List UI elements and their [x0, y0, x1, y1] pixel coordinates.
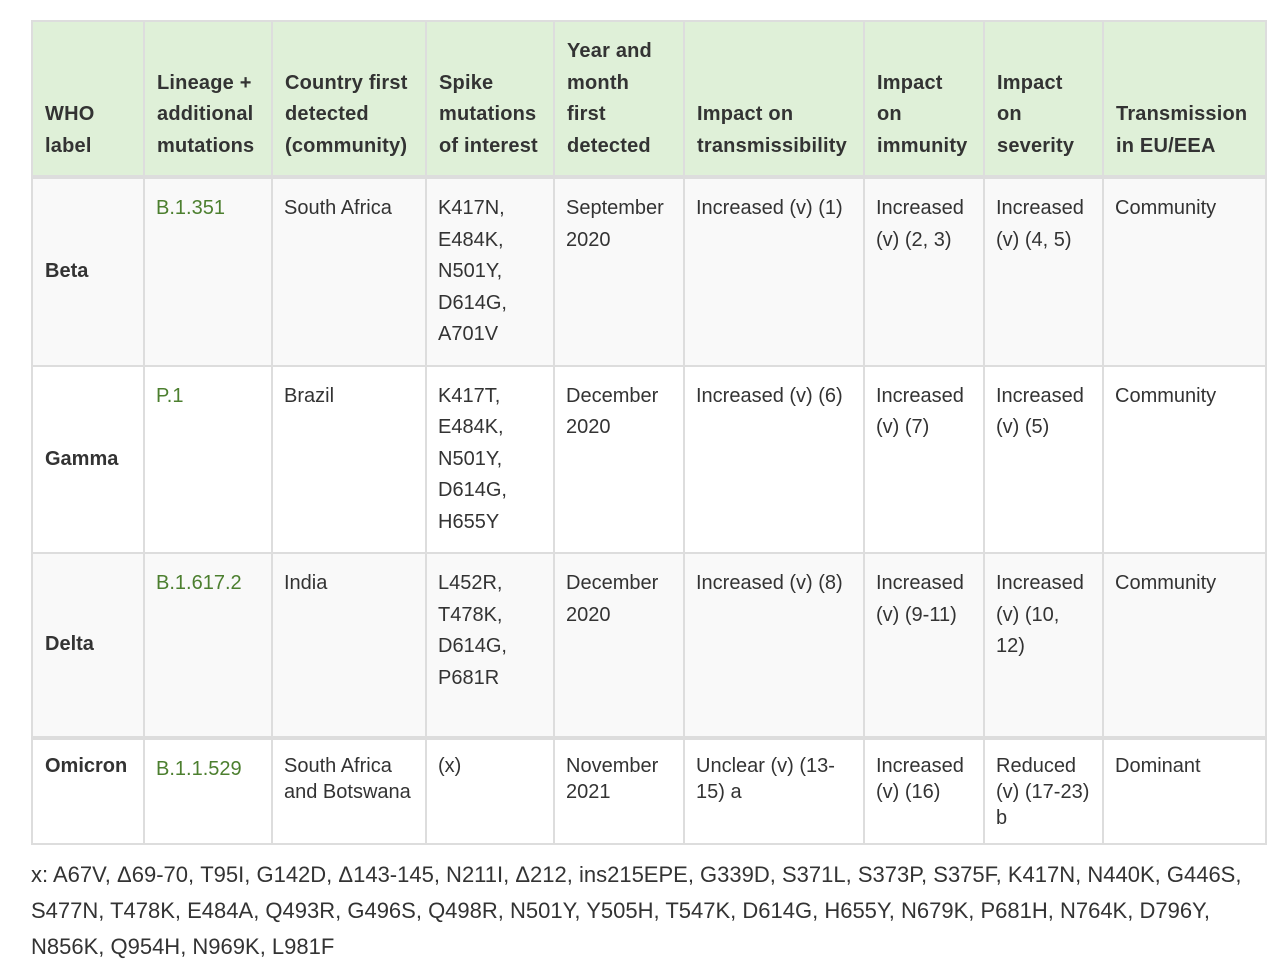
transmissibility-cell: Unclear (v) (13-15) a: [683, 737, 865, 845]
spike-mutations-cell: K417N, E484K, N501Y, D614G, A701V: [425, 176, 555, 367]
who-label-cell: Delta: [31, 552, 145, 739]
spike-mutations-cell: K417T, E484K, N501Y, D614G, H655Y: [425, 364, 555, 554]
transmissibility-cell: Increased (v) (8): [683, 552, 865, 739]
header-who-label: WHO label: [31, 20, 145, 178]
lineage-cell: P.1: [143, 364, 273, 554]
header-country: Country first detected (community): [271, 20, 427, 178]
lineage-cell: B.1.617.2: [143, 552, 273, 739]
table-row: Delta B.1.617.2 India L452R, T478K, D614…: [31, 552, 1267, 739]
severity-cell: Increased (v) (4, 5): [983, 176, 1104, 367]
table-body: Beta B.1.351 South Africa K417N, E484K, …: [31, 176, 1267, 845]
transmissibility-cell: Increased (v) (6): [683, 364, 865, 554]
lineage-cell: B.1.351: [143, 176, 273, 367]
lineage-link[interactable]: B.1.351: [156, 197, 225, 219]
immunity-cell: Increased (v) (2, 3): [863, 176, 985, 367]
header-severity: Impact on severity: [983, 20, 1104, 178]
transmission-eu-cell: Community: [1102, 364, 1267, 554]
country-cell: South Africa: [271, 176, 427, 367]
lineage-link[interactable]: B.1.617.2: [156, 572, 242, 594]
year-month-cell: December 2020: [553, 552, 685, 739]
table-header: WHO label Lineage + additional mutations…: [31, 20, 1267, 178]
lineage-cell: B.1.1.529: [143, 737, 273, 845]
who-label-cell: Beta: [31, 176, 145, 367]
severity-cell: Increased (v) (10, 12): [983, 552, 1104, 739]
header-spike-mutations: Spike mutations of interest: [425, 20, 555, 178]
country-cell: South Africa and Botswana: [271, 737, 427, 845]
spike-mutations-cell: L452R, T478K, D614G, P681R: [425, 552, 555, 739]
country-cell: Brazil: [271, 364, 427, 554]
severity-cell: Increased (v) (5): [983, 364, 1104, 554]
transmission-eu-cell: Community: [1102, 176, 1267, 367]
year-month-cell: September 2020: [553, 176, 685, 367]
header-year-month: Year and month first detected: [553, 20, 685, 178]
year-month-cell: December 2020: [553, 364, 685, 554]
table-row: Omicron B.1.1.529 South Africa and Botsw…: [31, 737, 1267, 845]
header-transmissibility: Impact on transmissibility: [683, 20, 865, 178]
country-cell: India: [271, 552, 427, 739]
table-row: Beta B.1.351 South Africa K417N, E484K, …: [31, 176, 1267, 367]
lineage-link[interactable]: P.1: [156, 384, 184, 407]
header-transmission-eu: Transmission in EU/EEA: [1102, 20, 1267, 178]
transmission-eu-cell: Community: [1102, 552, 1267, 739]
transmissibility-cell: Increased (v) (1): [683, 176, 865, 367]
immunity-cell: Increased (v) (7): [863, 364, 985, 554]
who-label-cell: Omicron: [31, 737, 145, 845]
header-lineage: Lineage + additional mutations: [143, 20, 273, 178]
lineage-link[interactable]: B.1.1.529: [156, 758, 242, 780]
header-row: WHO label Lineage + additional mutations…: [31, 20, 1267, 178]
mutations-footnote: x: A67V, Δ69-70, T95I, G142D, Δ143-145, …: [31, 862, 1242, 959]
table-row: Gamma P.1 Brazil K417T, E484K, N501Y, D6…: [31, 364, 1267, 554]
variants-table: WHO label Lineage + additional mutations…: [31, 20, 1267, 845]
spike-mutations-cell: (x): [425, 737, 555, 845]
severity-cell: Reduced (v) (17-23) b: [983, 737, 1104, 845]
transmission-eu-cell: Dominant: [1102, 737, 1267, 845]
year-month-cell: November 2021: [553, 737, 685, 845]
immunity-cell: Increased (v) (16): [863, 737, 985, 845]
immunity-cell: Increased (v) (9-11): [863, 552, 985, 739]
header-immunity: Impact on immunity: [863, 20, 985, 178]
who-label-cell: Gamma: [31, 364, 145, 554]
